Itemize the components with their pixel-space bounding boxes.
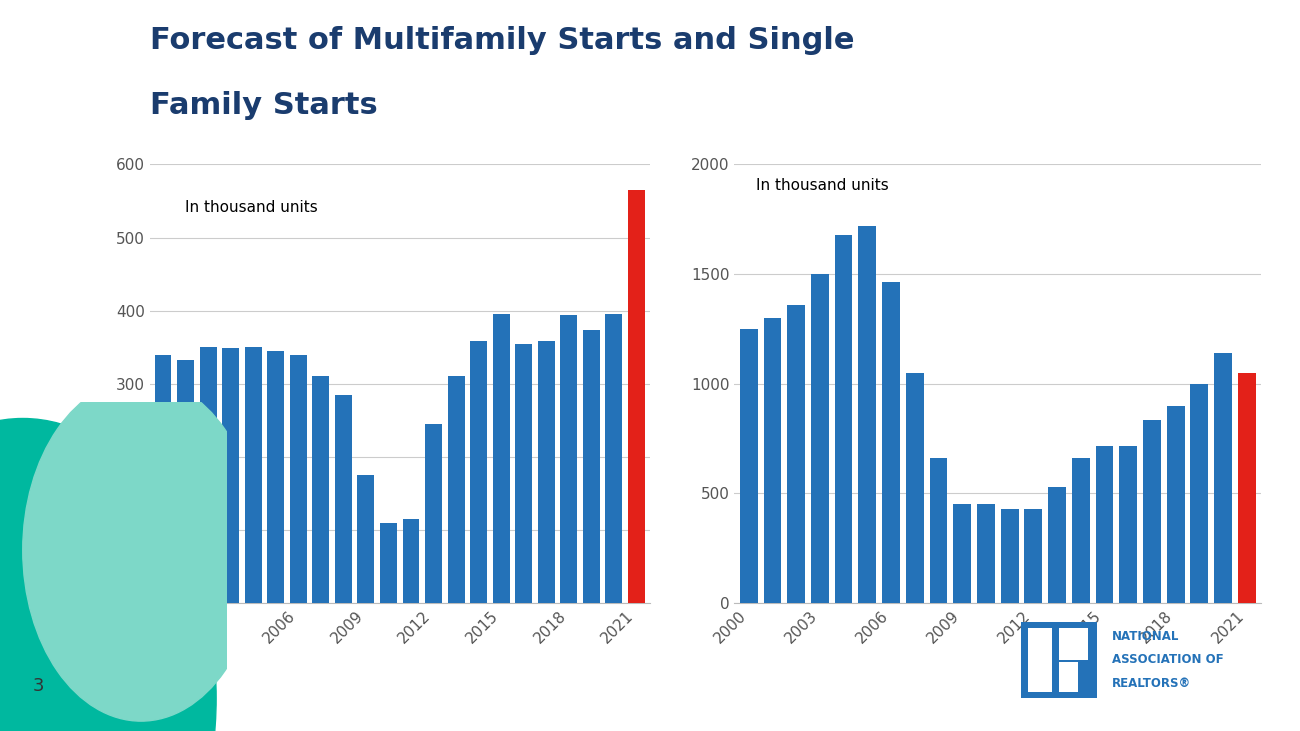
Bar	[763, 318, 781, 603]
Bar	[1191, 384, 1208, 603]
Bar	[515, 344, 532, 603]
FancyBboxPatch shape	[1060, 662, 1078, 692]
Text: In thousand units: In thousand units	[755, 178, 888, 193]
Bar	[628, 190, 645, 603]
Bar	[1001, 509, 1018, 603]
Bar	[447, 376, 464, 603]
Bar	[538, 341, 555, 603]
Bar	[177, 360, 194, 603]
Bar	[606, 314, 623, 603]
Bar	[380, 523, 396, 603]
Text: In thousand units: In thousand units	[185, 200, 317, 215]
Bar	[740, 329, 758, 603]
Bar	[953, 504, 971, 603]
Bar	[493, 314, 510, 603]
Bar	[222, 348, 239, 603]
Text: ASSOCIATION OF: ASSOCIATION OF	[1112, 654, 1223, 666]
Text: REALTORS®: REALTORS®	[1112, 677, 1191, 690]
Circle shape	[23, 379, 259, 721]
Bar	[290, 355, 307, 603]
Bar	[788, 305, 805, 603]
FancyBboxPatch shape	[1060, 628, 1088, 659]
Bar	[582, 330, 599, 603]
Text: NATIONAL: NATIONAL	[1112, 629, 1179, 643]
Bar	[200, 347, 217, 603]
Bar	[471, 341, 488, 603]
Bar	[1214, 353, 1232, 603]
Bar	[858, 226, 876, 603]
Bar	[244, 347, 261, 603]
Bar	[358, 475, 374, 603]
Bar	[425, 424, 442, 603]
Bar	[1024, 509, 1043, 603]
Bar	[155, 355, 172, 603]
Bar	[312, 376, 329, 603]
Text: Forecast of Multifamily Starts and Single: Forecast of Multifamily Starts and Singl…	[150, 26, 854, 55]
Bar	[268, 351, 285, 603]
Bar	[811, 274, 829, 603]
Bar	[560, 315, 577, 603]
Bar	[1238, 373, 1256, 603]
Circle shape	[0, 418, 216, 731]
Bar	[1048, 487, 1066, 603]
Bar	[930, 458, 948, 603]
Bar	[1072, 458, 1089, 603]
Text: 3: 3	[32, 677, 44, 694]
Bar	[906, 373, 923, 603]
Bar	[835, 235, 853, 603]
Bar	[1119, 446, 1138, 603]
Bar	[1166, 406, 1184, 603]
Bar	[978, 504, 994, 603]
Bar	[1143, 420, 1161, 603]
Bar	[883, 281, 900, 603]
Bar	[403, 519, 420, 603]
FancyBboxPatch shape	[1028, 628, 1052, 692]
Bar	[1096, 446, 1113, 603]
FancyBboxPatch shape	[1020, 622, 1097, 697]
Text: Family Starts: Family Starts	[150, 91, 377, 121]
Bar	[335, 395, 352, 603]
